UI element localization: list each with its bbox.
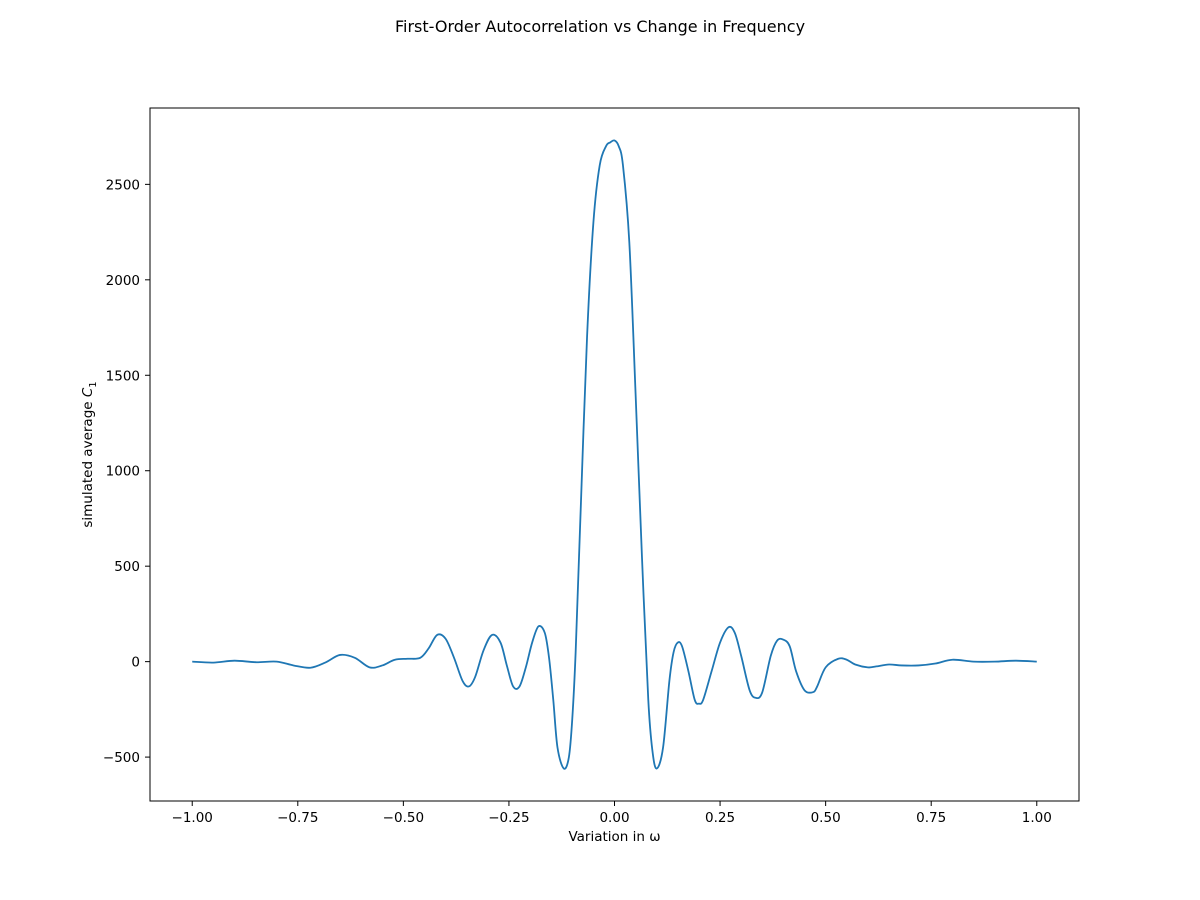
chart-title: First-Order Autocorrelation vs Change in… (395, 17, 805, 36)
y-tick-label: 2000 (106, 273, 140, 289)
y-axis-label-main: simulated average (80, 397, 96, 528)
x-tick-label: 0.75 (916, 810, 946, 826)
x-axis: −1.00 −0.75 −0.50 −0.25 0.00 0.25 0.50 0.75 1.00 (172, 801, 1052, 826)
y-axis: −500 0 500 1000 1500 2000 2500 (103, 177, 150, 766)
x-tick-label: 0.50 (811, 810, 841, 826)
x-tick-label: −1.00 (172, 810, 213, 826)
x-tick-label: −0.25 (488, 810, 529, 826)
series-line-0 (192, 139, 1037, 770)
y-tick-label: 0 (131, 655, 140, 671)
x-axis-label: Variation in ω (568, 829, 660, 845)
y-tick-label: 2500 (106, 177, 140, 193)
x-tick-label: 1.00 (1022, 810, 1052, 826)
y-axis-label-subscript: 1 (88, 381, 99, 387)
y-tick-label: 1000 (106, 464, 140, 480)
y-tick-label: −500 (103, 750, 140, 766)
y-tick-label: 1500 (106, 368, 140, 384)
y-tick-label: 500 (114, 559, 140, 575)
y-axis-label: simulated average C1 (80, 381, 99, 527)
data-series-layer (192, 139, 1037, 770)
plot-frame (149, 107, 1080, 802)
x-tick-label: −0.50 (383, 810, 424, 826)
x-tick-label: 0.00 (599, 810, 629, 826)
y-axis-label-symbol: C (80, 387, 96, 397)
x-tick-label: −0.75 (277, 810, 318, 826)
x-tick-label: 0.25 (705, 810, 735, 826)
plot-area (150, 108, 1079, 801)
